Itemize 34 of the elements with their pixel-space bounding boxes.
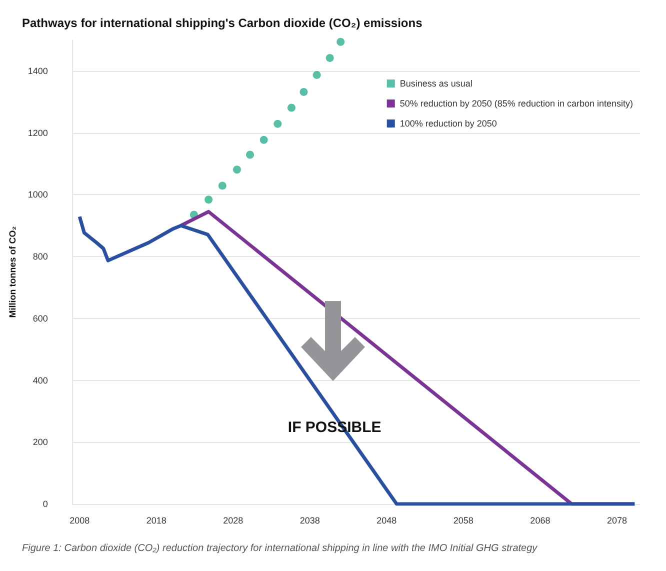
x-tick-label: 2008: [70, 516, 90, 526]
legend-label: 100% reduction by 2050: [400, 118, 497, 128]
y-tick-label: 1400: [28, 66, 48, 76]
point: [312, 70, 321, 79]
y-tick-label: 600: [32, 313, 48, 324]
point: [218, 182, 226, 190]
point: [274, 120, 282, 128]
y-tick-label: 0: [42, 499, 48, 509]
legend-label: Business as usual: [400, 78, 472, 88]
y-tick-label: 1000: [28, 190, 48, 200]
y-tick-label: 200: [32, 437, 48, 448]
caption: Figure 1: Carbon dioxide (CO₂) reduction trajectory for international shipping in line with the IMO Initial GHG strategy: [22, 543, 538, 554]
x-tick-label: 2028: [223, 516, 244, 526]
x-tick-label: 2048: [376, 516, 397, 526]
y-tick-label: 1200: [28, 128, 48, 138]
point: [300, 88, 308, 96]
y-tick-label: 400: [32, 375, 48, 386]
x-tick-label: 2068: [530, 516, 550, 526]
point: [246, 150, 254, 159]
chart-title: Pathways for international shipping's Carbon dioxide (CO₂) emissions: [22, 16, 422, 30]
line-series: [78, 214, 636, 506]
y-tick-label: 800: [32, 252, 48, 262]
x-tick-label: 2078: [606, 516, 627, 526]
point: [232, 166, 241, 174]
point: [204, 196, 213, 204]
point: [260, 136, 268, 144]
legend-label: 50% reduction by 2050 (85% reduction in carbon intensity): [400, 98, 634, 108]
point: [287, 104, 296, 112]
x-tick-label: 2018: [146, 516, 166, 526]
point: [326, 54, 334, 62]
y-axis-title: Million tonnes of CO₂: [8, 226, 18, 318]
point: [336, 38, 345, 46]
x-tick-label: 2058: [453, 516, 474, 526]
x-tick-label: 2038: [300, 516, 320, 526]
